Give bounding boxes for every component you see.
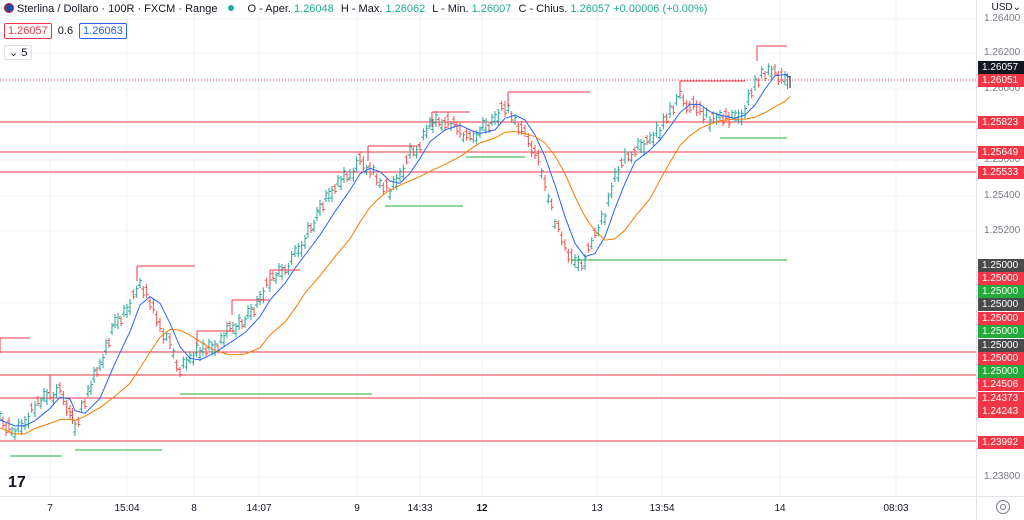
price-tag: 1.25000 — [978, 298, 1024, 311]
symbol-title[interactable]: Sterlina / Dollaro · 100R · FXCM · Range — [17, 3, 218, 15]
price-chart[interactable] — [0, 0, 976, 496]
indicator-count: 5 — [21, 47, 28, 59]
time-label: 7 — [47, 503, 53, 514]
price-tag: 1.25000 — [978, 285, 1024, 298]
time-label: 9 — [354, 503, 360, 514]
low-value: 1.26007 — [471, 3, 512, 15]
time-label: 08:03 — [883, 503, 909, 514]
ma-slow-line — [0, 96, 791, 435]
price-tick-label: 1.25400 — [984, 190, 1021, 201]
sell-button[interactable]: 1.26057 — [4, 23, 52, 39]
change-value: +0.00006 (+0.00%) — [613, 3, 708, 15]
chevron-down-icon: ⌄ — [9, 47, 19, 59]
time-label: 13 — [591, 503, 603, 514]
bid-ask-panel: 1.26057 0.6 1.26063 — [4, 23, 127, 39]
price-axis[interactable]: USD⌄ 1.26400 1.26200 1.26000 1.25600 1.25400… — [976, 0, 1024, 496]
price-tag: 1.26057 — [978, 61, 1024, 74]
chevron-down-icon: ⌄ — [1012, 2, 1021, 13]
tradingview-logo[interactable]: 17 — [8, 474, 26, 491]
price-tick-label: 1.25200 — [984, 225, 1021, 236]
time-axis[interactable]: 7 15:04 8 14:07 9 14:33 12 13 13:54 14 08:03 — [0, 496, 976, 520]
price-tag: 1.23992 — [978, 436, 1024, 449]
low-label: L - Min. — [432, 3, 469, 15]
close-label: C - Chius. — [518, 3, 568, 15]
indicators-collapse-button[interactable]: ⌄ 5 — [4, 45, 33, 60]
price-tag: 1.25000 — [978, 365, 1024, 378]
market-status-icon[interactable] — [227, 5, 234, 11]
time-label: 14:07 — [246, 503, 272, 514]
price-tag: 1.24506 — [978, 378, 1024, 391]
price-tag: 1.25000 — [978, 325, 1024, 338]
price-tag: 1.25000 — [978, 312, 1024, 325]
currency-label: USD — [991, 2, 1013, 13]
gbp-flag-icon — [4, 3, 14, 13]
open-value: 1.26048 — [294, 3, 334, 15]
price-tag: 1.25000 — [978, 259, 1024, 272]
close-value: 1.26057 — [570, 3, 611, 15]
time-label: 13:54 — [649, 503, 675, 514]
price-tag: 1.25649 — [978, 146, 1024, 159]
price-tag: 1.25533 — [978, 166, 1024, 179]
price-tag: 1.25000 — [978, 339, 1024, 352]
price-tag: 1.25823 — [978, 116, 1024, 129]
time-label: 12 — [476, 503, 488, 514]
price-tag: 1.26051 — [978, 74, 1024, 87]
time-label: 14 — [774, 503, 786, 514]
price-tick-label: 1.26200 — [984, 47, 1021, 58]
price-tag: 1.24373 — [978, 392, 1024, 405]
price-tick-label: 1.23800 — [984, 471, 1021, 482]
buy-button[interactable]: 1.26063 — [79, 23, 127, 39]
price-tag: 1.25000 — [978, 272, 1024, 285]
price-tick-label: 1.26000 — [984, 83, 1021, 94]
time-label: 8 — [191, 503, 197, 514]
price-tick-label: 1.25600 — [984, 154, 1021, 165]
spread-value: 0.6 — [57, 25, 74, 37]
price-tag: 1.24243 — [978, 405, 1024, 418]
high-label: H - Max. — [340, 3, 383, 15]
chart-area[interactable]: Sterlina / Dollaro · 100R · FXCM · Range… — [0, 0, 976, 496]
symbol-legend: Sterlina / Dollaro · 100R · FXCM · Range… — [4, 3, 707, 15]
time-label: 15:04 — [114, 503, 140, 514]
gear-icon[interactable] — [996, 500, 1010, 514]
price-tick-label: 1.26400 — [984, 13, 1021, 24]
ma-fast-line — [0, 74, 791, 427]
price-tag: 1.25000 — [978, 352, 1024, 365]
time-label: 14:33 — [407, 503, 433, 514]
open-label: O - Aper. — [247, 3, 291, 15]
currency-selector[interactable]: USD⌄ — [991, 2, 1021, 13]
high-value: 1.26062 — [385, 3, 426, 15]
